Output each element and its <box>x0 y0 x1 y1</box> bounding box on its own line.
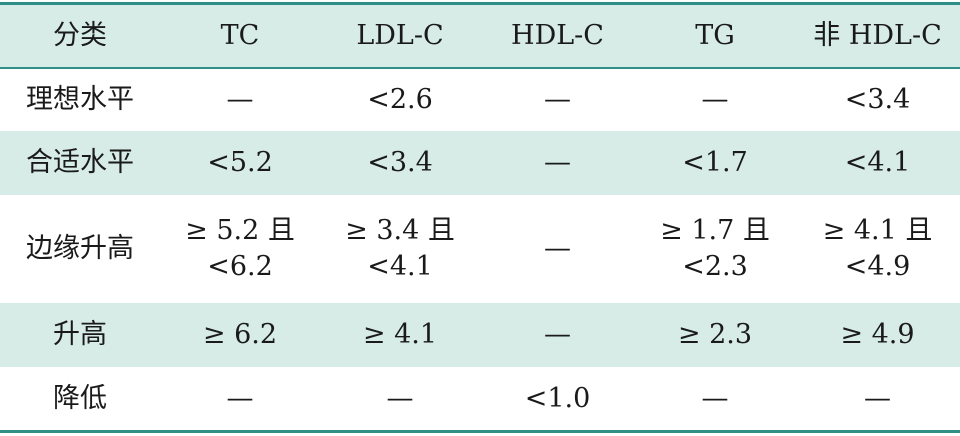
cell-ldl-c: <2.6 <box>320 82 480 118</box>
cell-ldl-c: ≥ 3.4 且 <4.1 <box>320 213 480 285</box>
header-non-hdl-c: 非 HDL-C <box>813 20 942 51</box>
cell-non-hdl-c: <4.1 <box>795 145 960 181</box>
cell-non-hdl-c: ≥ 4.1 且 <4.9 <box>795 213 960 285</box>
cell-line: <1.7 <box>682 147 748 178</box>
cell-ldl-c: — <box>320 381 480 417</box>
cell-tg: ≥ 2.3 <box>635 317 795 353</box>
row-category: 降低 <box>53 382 107 414</box>
cell-line: <1.0 <box>524 382 591 414</box>
cell-ldl-c: <3.4 <box>320 145 480 181</box>
cell-tc: — <box>160 82 320 118</box>
cell-line: <4.1 <box>844 147 911 178</box>
cell-non-hdl-c: — <box>795 381 960 417</box>
cell-line: ≥ 4.1 且 <box>822 215 933 246</box>
cell-line: ≥ 1.7 且 <box>660 215 770 246</box>
table-header-row: 分类 TC LDL-C HDL-C TG 非 HDL-C <box>0 5 960 67</box>
cell-hdl-c: — <box>480 317 635 353</box>
cell-line: <4.1 <box>367 251 433 282</box>
table-row: 降低 — — <1.0 — — <box>0 367 960 430</box>
cell-line: <6.2 <box>207 251 273 282</box>
cell-tg: — <box>635 381 795 417</box>
cell-line: — <box>544 147 571 178</box>
cell-tg: <1.7 <box>635 145 795 181</box>
cell-line: ≥ 6.2 <box>202 319 278 350</box>
header-category: 分类 <box>53 20 107 51</box>
cell-line: — <box>226 382 254 414</box>
header-tg: TG <box>695 20 735 51</box>
cell-line: ≥ 5.2 且 <box>185 215 295 246</box>
cell-hdl-c: — <box>480 82 635 118</box>
table-row: 合适水平 <5.2 <3.4 — <1.7 <4.1 <box>0 131 960 195</box>
cell-tg: — <box>635 82 795 118</box>
table-row: 理想水平 — <2.6 — — <3.4 <box>0 69 960 131</box>
cell-line: — <box>701 84 729 115</box>
cell-line: — <box>864 382 891 414</box>
cell-tc: <5.2 <box>160 145 320 181</box>
cell-line: — <box>226 84 254 115</box>
cell-non-hdl-c: ≥ 4.9 <box>795 317 960 353</box>
cell-line: — <box>544 233 571 264</box>
cell-line: <2.6 <box>367 84 433 115</box>
table-row: 边缘升高 ≥ 5.2 且 <6.2 ≥ 3.4 且 <4.1 — ≥ 1.7 且… <box>0 195 960 303</box>
header-tc: TC <box>220 20 260 51</box>
cell-line: ≥ 4.9 <box>840 319 915 350</box>
cell-tc: — <box>160 381 320 417</box>
row-category: 理想水平 <box>26 84 134 115</box>
cell-line: <3.4 <box>367 147 433 178</box>
cell-line: ≥ 2.3 <box>677 319 753 350</box>
cell-line: <3.4 <box>844 84 911 115</box>
cell-ldl-c: ≥ 4.1 <box>320 317 480 353</box>
cell-line: <5.2 <box>207 147 273 178</box>
cell-line: ≥ 3.4 且 <box>345 215 455 246</box>
row-category: 升高 <box>53 319 107 350</box>
table-bottom-rule <box>0 430 960 433</box>
cell-tg: ≥ 1.7 且 <2.3 <box>635 213 795 285</box>
table-row: 升高 ≥ 6.2 ≥ 4.1 — ≥ 2.3 ≥ 4.9 <box>0 303 960 367</box>
table-header-rule <box>0 67 960 69</box>
cell-line: — <box>386 382 414 414</box>
cell-tc: ≥ 6.2 <box>160 317 320 353</box>
cell-line: — <box>544 84 571 115</box>
cell-hdl-c: — <box>480 145 635 181</box>
row-category: 边缘升高 <box>26 233 134 264</box>
cell-line: <4.9 <box>844 251 911 282</box>
header-ldl-c: LDL-C <box>356 20 444 51</box>
cell-line: ≥ 4.1 <box>362 319 438 350</box>
table-top-rule <box>0 2 960 5</box>
row-category: 合适水平 <box>26 147 134 178</box>
cell-tc: ≥ 5.2 且 <6.2 <box>160 213 320 285</box>
cell-hdl-c: — <box>480 231 635 267</box>
cell-line: — <box>544 319 571 350</box>
header-hdl-c: HDL-C <box>511 20 604 51</box>
cell-line: <2.3 <box>682 251 748 282</box>
cell-hdl-c: <1.0 <box>480 381 635 417</box>
cell-non-hdl-c: <3.4 <box>795 82 960 118</box>
cell-line: — <box>701 382 729 414</box>
